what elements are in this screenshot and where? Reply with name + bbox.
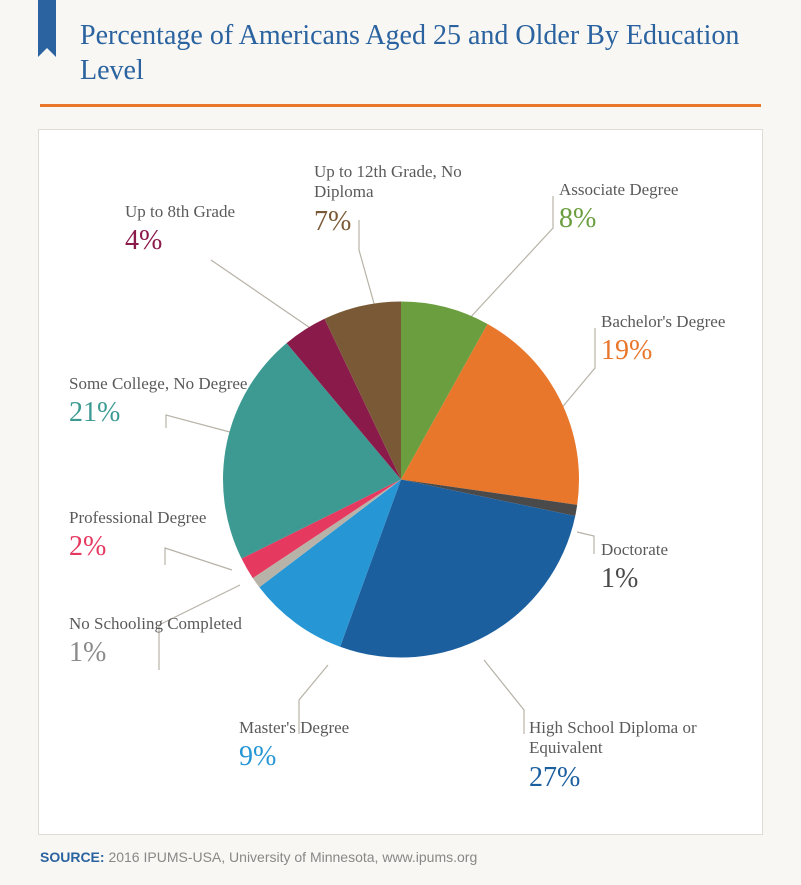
source-line: SOURCE: 2016 IPUMS-USA, University of Mi… [0,835,801,885]
slice-percent: 9% [239,740,349,774]
slice-label-text: Some College, No Degree [69,374,247,393]
pie-chart [223,302,579,663]
slice-label-text: Up to 8th Grade [125,202,235,221]
pie-svg [223,302,579,658]
slice-label: Professional Degree 2% [69,508,206,564]
slice-label-text: Bachelor's Degree [601,312,725,331]
slice-label: Master's Degree 9% [239,718,349,774]
leader-line [484,660,524,734]
header-divider [40,104,761,107]
slice-percent: 27% [529,761,709,795]
slice-label: No Schooling Completed 1% [69,614,242,670]
bookmark-icon [38,0,56,48]
slice-label: Associate Degree 8% [559,180,678,236]
slice-percent: 2% [69,530,206,564]
slice-label-text: Professional Degree [69,508,206,527]
slice-label: Some College, No Degree 21% [69,374,247,430]
slice-label: High School Diploma or Equivalent 27% [529,718,709,794]
slice-percent: 4% [125,224,235,258]
slice-label-text: No Schooling Completed [69,614,242,633]
source-text: 2016 IPUMS-USA, University of Minnesota,… [108,849,477,865]
slice-label: Doctorate 1% [601,540,668,596]
slice-label-text: Associate Degree [559,180,678,199]
slice-percent: 1% [601,562,668,596]
slice-label-text: Doctorate [601,540,668,559]
slice-label: Bachelor's Degree 19% [601,312,725,368]
slice-percent: 1% [69,636,242,670]
slice-label-text: Up to 12th Grade, No Diploma [314,162,462,201]
slice-label-text: High School Diploma or Equivalent [529,718,697,757]
slice-percent: 8% [559,202,678,236]
slice-percent: 19% [601,334,725,368]
slice-label: Up to 8th Grade 4% [125,202,235,258]
slice-label-text: Master's Degree [239,718,349,737]
leader-line [577,532,594,554]
header: Percentage of Americans Aged 25 and Olde… [0,0,801,100]
slice-label: Up to 12th Grade, No Diploma 7% [314,162,494,238]
source-label: SOURCE: [40,849,105,865]
chart-title: Percentage of Americans Aged 25 and Olde… [80,18,761,88]
chart-container: Associate Degree 8% Bachelor's Degree 19% Do… [38,129,763,835]
slice-percent: 21% [69,396,247,430]
slice-percent: 7% [314,205,494,239]
